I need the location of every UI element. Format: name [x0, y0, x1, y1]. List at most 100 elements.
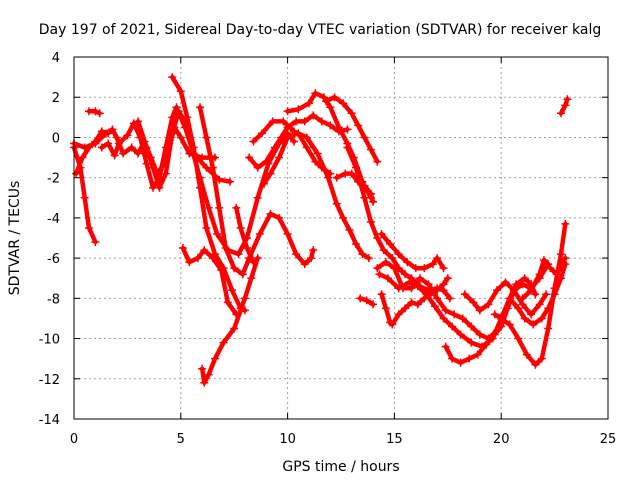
data-point: [401, 304, 410, 313]
series-arc-3: [72, 127, 113, 178]
data-point: [326, 121, 335, 130]
data-point: [176, 133, 185, 142]
data-point: [155, 183, 164, 192]
data-point: [266, 169, 275, 178]
data-point: [253, 163, 262, 172]
series-arc-23: [388, 274, 452, 329]
data-point: [210, 250, 219, 259]
data-point: [234, 250, 243, 259]
data-point: [189, 143, 198, 152]
series-arc-26: [460, 278, 551, 319]
data-point: [292, 117, 301, 126]
data-point: [112, 133, 121, 142]
data-point: [492, 286, 501, 295]
data-point: [390, 264, 399, 273]
data-point: [531, 360, 540, 369]
data-point: [300, 260, 309, 269]
data-point: [238, 270, 247, 279]
data-point: [537, 314, 546, 323]
data-point: [394, 250, 403, 259]
data-point: [360, 193, 369, 202]
data-point: [552, 270, 561, 279]
data-point: [204, 370, 213, 379]
data-point: [546, 264, 555, 273]
y-axis-label: SDTVAR / TECUs: [7, 181, 23, 296]
data-point: [213, 229, 222, 238]
data-point: [401, 270, 410, 279]
series-arc-16: [322, 93, 382, 166]
data-point: [249, 258, 258, 267]
data-point: [490, 330, 499, 339]
data-point: [518, 294, 527, 303]
plot-frame: [73, 56, 609, 420]
data-point: [174, 107, 183, 116]
data-point: [411, 264, 420, 273]
data-point: [413, 282, 422, 291]
data-point: [561, 219, 570, 228]
data-point: [456, 358, 465, 367]
data-point: [403, 258, 412, 267]
data-point: [198, 364, 207, 373]
y-tick-label: -4: [47, 212, 60, 227]
data-point: [253, 193, 262, 202]
data-point: [292, 250, 301, 259]
chart-title: Day 197 of 2021, Sidereal Day-to-day VTE…: [39, 22, 601, 38]
data-point: [217, 266, 226, 275]
data-point: [407, 298, 416, 307]
series-line: [135, 109, 297, 257]
data-point: [465, 354, 474, 363]
data-point: [527, 286, 536, 295]
data-point: [330, 93, 339, 102]
series-line: [246, 113, 350, 170]
data-point: [441, 342, 450, 351]
data-point: [544, 304, 553, 313]
x-tick-label: 10: [279, 432, 296, 447]
data-point: [332, 173, 341, 182]
data-point: [430, 302, 439, 311]
data-point: [405, 278, 414, 287]
data-point: [210, 354, 219, 363]
data-point: [172, 103, 181, 112]
data-point: [347, 109, 356, 118]
series-arc-7: [168, 73, 249, 315]
data-point: [490, 310, 499, 319]
data-point: [535, 270, 544, 279]
data-point: [379, 246, 388, 255]
data-point: [362, 296, 371, 305]
data-point: [351, 240, 360, 249]
y-tick-label: -10: [39, 333, 60, 348]
data-point: [332, 199, 341, 208]
data-point: [142, 143, 151, 152]
data-point: [360, 133, 369, 142]
series-arc-6: [134, 107, 299, 259]
y-tick-label: -6: [47, 252, 60, 267]
data-point: [200, 246, 209, 255]
data-point: [294, 105, 303, 114]
data-point: [557, 109, 566, 118]
data-point: [283, 107, 292, 116]
data-point: [514, 304, 523, 313]
data-point: [358, 250, 367, 259]
data-point: [343, 143, 352, 152]
series-arc-19: [377, 229, 448, 273]
data-point: [302, 133, 311, 142]
data-point: [529, 320, 538, 329]
data-point: [110, 151, 119, 160]
data-point: [236, 223, 245, 232]
data-point: [544, 324, 553, 333]
data-point: [420, 294, 429, 303]
data-point: [448, 354, 457, 363]
data-point: [228, 286, 237, 295]
y-tick-label: -2: [47, 172, 60, 187]
data-point: [97, 143, 106, 152]
data-point: [108, 125, 117, 134]
series-arc-11: [232, 203, 258, 267]
data-point: [307, 254, 316, 263]
data-point: [309, 111, 318, 120]
data-point: [149, 163, 158, 172]
data-point: [304, 99, 313, 108]
data-point: [369, 300, 378, 309]
data-point: [95, 109, 104, 118]
data-point: [505, 320, 514, 329]
